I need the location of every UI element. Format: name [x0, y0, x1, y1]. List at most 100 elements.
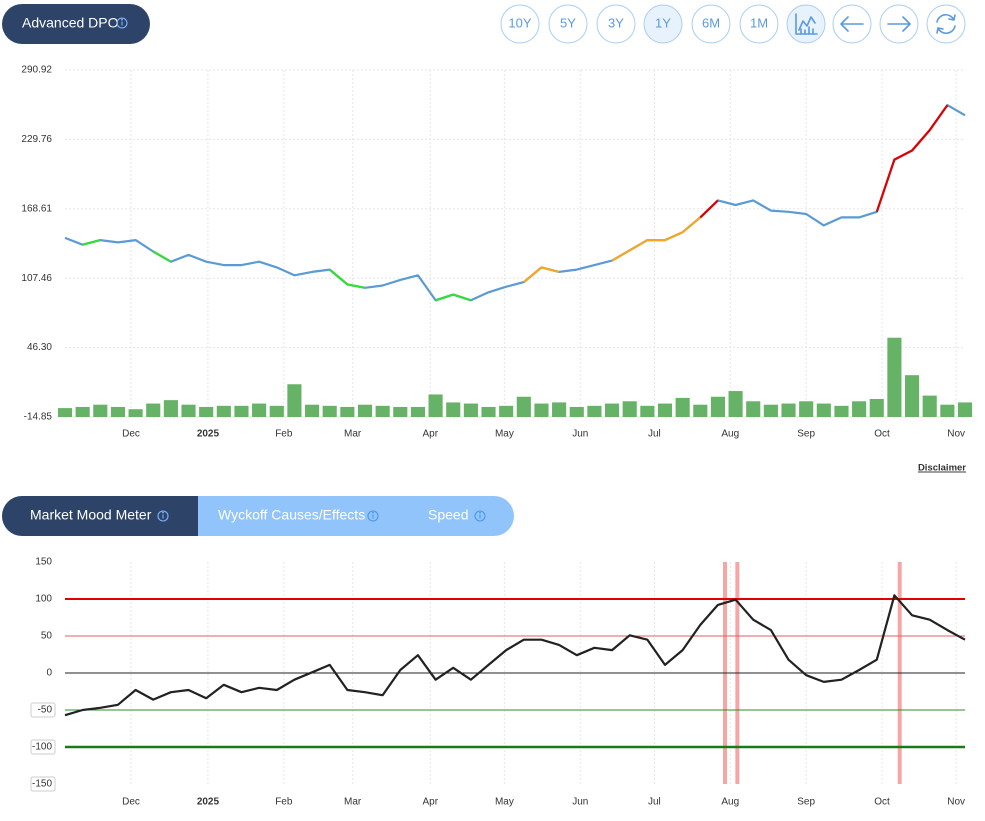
y-tick-label: -100 [32, 742, 52, 753]
y-tick-label: 0 [46, 668, 52, 679]
x-tick-label: Dec [122, 797, 140, 808]
range-button[interactable]: 6M [691, 4, 731, 44]
title-pill-bg [2, 4, 150, 44]
x-tick-label: Jun [572, 429, 588, 440]
tab[interactable]: Speed [428, 507, 486, 523]
bars-icon [800, 26, 814, 35]
volume-bar [834, 405, 849, 417]
x-tick-label: Dec [122, 429, 140, 440]
range-button[interactable]: 3Y [596, 4, 636, 44]
x-tick-label: Mar [344, 797, 362, 808]
volume-bar [57, 408, 73, 417]
volume-bar [357, 404, 373, 417]
volume-bar [252, 403, 267, 417]
button-label: 6M [702, 15, 720, 30]
volume-bar [481, 406, 496, 417]
chart: 150 100 50 0 -50 -100 -150 Dec 2025 Feb Mar Apr May J… [30, 557, 966, 808]
range-button[interactable]: 1M [739, 4, 779, 44]
y-tick-label: 46.30 [27, 342, 52, 353]
x-tick-label: May [495, 429, 514, 440]
line-series [82, 239, 472, 302]
x-tick-label: Aug [721, 429, 739, 440]
tab[interactable]: Wyckoff Causes/Effects [218, 507, 379, 523]
x-tick-label: May [495, 797, 514, 808]
volume-bar [852, 401, 867, 417]
volume-bar [816, 403, 831, 417]
volume-bar [763, 404, 778, 417]
x-tick-label: Jul [648, 429, 661, 440]
back-button[interactable] [832, 4, 872, 44]
info-icon [474, 510, 486, 522]
line-series [64, 594, 966, 717]
volume-bar [93, 404, 108, 417]
volume-bar [622, 401, 637, 417]
volume-bar [269, 405, 284, 417]
volume-bar [552, 402, 567, 417]
volume-bar [516, 396, 531, 417]
tab[interactable]: Market Mood Meter [30, 507, 169, 523]
button-circle [500, 4, 540, 44]
forward-button[interactable] [879, 4, 919, 44]
y-tick-label: 150 [35, 557, 52, 568]
volume-bar [340, 406, 355, 417]
volume-bar [657, 403, 673, 417]
volume-bar [781, 403, 796, 417]
button-label: 1Y [655, 15, 671, 30]
x-tick-label: Sep [797, 797, 815, 808]
y-tick-label: 229.76 [21, 134, 52, 145]
volume-bar [605, 403, 620, 417]
chart-type-button[interactable] [786, 4, 826, 44]
volume-bar [887, 337, 902, 417]
tick-label-box [30, 739, 56, 755]
volume-bar [587, 405, 602, 417]
y-tick-label: 100 [35, 594, 52, 605]
volume-bar [234, 405, 249, 417]
volume-bar [746, 401, 761, 417]
range-button[interactable]: 10Y [500, 4, 540, 44]
volume-bar [322, 405, 337, 417]
info-icon [367, 510, 379, 522]
button-label: 10Y [508, 15, 531, 30]
y-tick-label: 50 [41, 631, 53, 642]
x-tick-label: Mar [344, 429, 362, 440]
volume-bar [305, 404, 320, 417]
range-button[interactable]: 1Y [643, 4, 683, 44]
line-series [523, 216, 702, 283]
title: Advanced DPO [22, 15, 119, 31]
refresh-button[interactable] [926, 4, 966, 44]
range-button[interactable]: 5Y [548, 4, 588, 44]
tab-label: Wyckoff Causes/Effects [218, 507, 365, 523]
right-arrow-icon [887, 16, 911, 32]
disclaimer-link[interactable]: Disclaimer [918, 463, 966, 474]
volume-bar [393, 406, 408, 417]
volume-bar [728, 391, 743, 417]
volume-bar [110, 406, 125, 417]
volume-bar [799, 401, 814, 417]
button-circle [739, 4, 779, 44]
x-tick-label: Sep [797, 429, 815, 440]
button-circle [596, 4, 636, 44]
info-icon [157, 510, 169, 522]
volume-bar [463, 403, 478, 417]
title-pill[interactable]: Advanced DPO [2, 4, 150, 44]
volume-bar [940, 404, 955, 417]
volume-bar [922, 395, 937, 417]
x-tick-label: Apr [423, 797, 439, 808]
button-circle [691, 4, 731, 44]
volume-bar [905, 375, 920, 417]
x-tick-label: Jun [572, 797, 588, 808]
x-tick-label: 2025 [197, 429, 220, 440]
x-tick-label: Apr [423, 429, 439, 440]
info-icon [116, 17, 128, 29]
volume-bar [128, 409, 143, 417]
x-tick-label: Oct [874, 797, 890, 808]
y-tick-label: 290.92 [21, 65, 52, 76]
tab-label: Market Mood Meter [30, 507, 152, 523]
button-label: 3Y [608, 15, 624, 30]
volume-bar [199, 406, 214, 417]
button-label: 1M [750, 15, 768, 30]
button-circle [548, 4, 588, 44]
volume-bar [75, 406, 90, 417]
volume-bar [146, 403, 161, 417]
